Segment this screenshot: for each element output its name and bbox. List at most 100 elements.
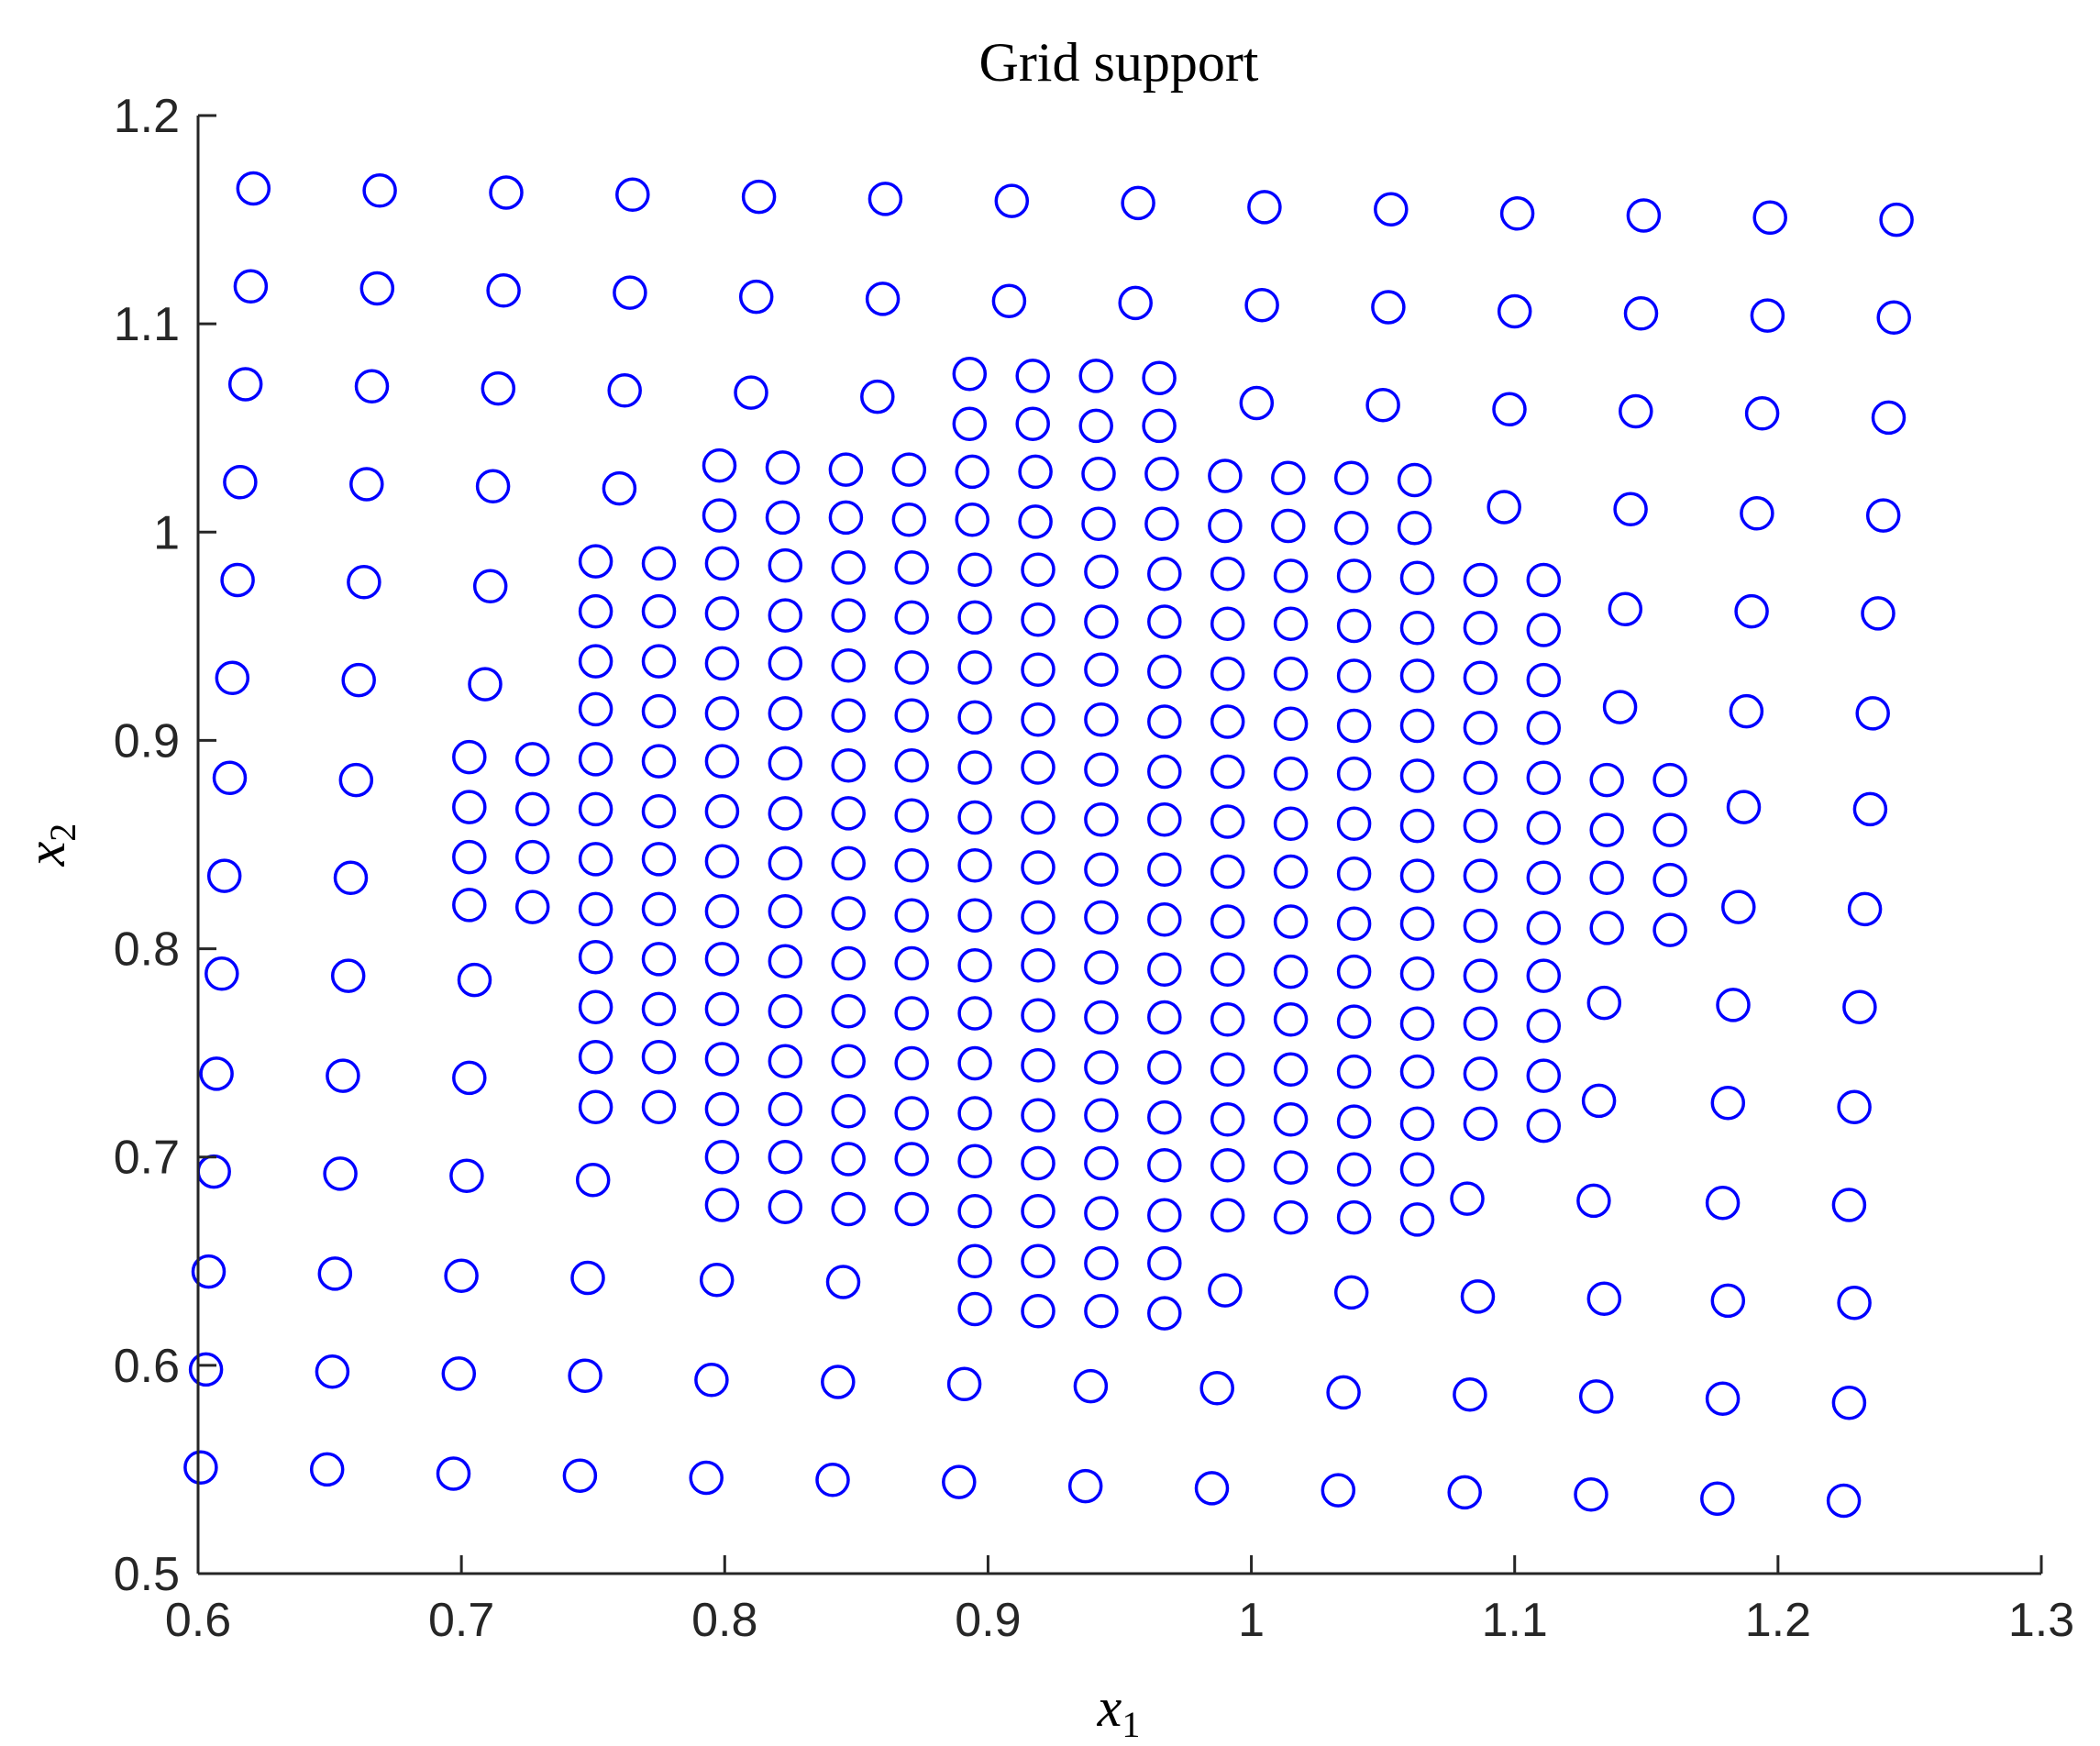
data-point <box>1336 608 1372 644</box>
data-point <box>765 450 801 485</box>
data-point <box>1273 1150 1309 1185</box>
data-point <box>1147 1245 1182 1281</box>
data-point <box>233 269 269 304</box>
y-axis-label: x2 <box>16 823 83 867</box>
data-point <box>1273 606 1309 641</box>
data-point <box>831 796 866 831</box>
data-point <box>894 650 929 685</box>
data-point <box>865 282 901 316</box>
data-point <box>1021 552 1056 587</box>
data-point <box>1399 611 1435 646</box>
data-point <box>1879 202 1914 238</box>
data-point <box>704 844 740 879</box>
data-point <box>578 989 613 1024</box>
data-point <box>1210 1148 1245 1183</box>
data-point <box>468 667 503 702</box>
data-point <box>1273 1102 1309 1137</box>
data-point <box>1608 591 1643 627</box>
data-point <box>1273 656 1309 691</box>
scatter-markers <box>183 171 1914 1519</box>
data-point <box>894 550 929 585</box>
data-point <box>894 1142 929 1177</box>
data-point <box>1526 1008 1562 1044</box>
data-point <box>206 858 242 893</box>
y-tick-label: 0.9 <box>114 714 180 768</box>
data-point <box>1460 1279 1496 1314</box>
data-point <box>1499 196 1535 231</box>
data-point <box>215 660 250 696</box>
data-point <box>1487 490 1521 525</box>
data-point <box>689 1460 724 1496</box>
x-tick-label: 1 <box>1238 1594 1265 1647</box>
data-point <box>1084 801 1119 837</box>
data-point <box>1526 958 1562 993</box>
data-point <box>1450 1181 1485 1216</box>
x-tick-label: 1.2 <box>1745 1594 1811 1647</box>
data-point <box>1084 950 1119 985</box>
data-point <box>699 1262 735 1298</box>
data-point <box>1210 1102 1245 1137</box>
data-point <box>1333 460 1369 495</box>
data-point <box>570 1260 605 1296</box>
data-point <box>1336 708 1372 744</box>
data-point <box>578 791 613 827</box>
data-point <box>1147 704 1182 739</box>
data-point <box>1333 1275 1369 1310</box>
data-point <box>1374 192 1409 227</box>
data-point <box>1147 654 1182 690</box>
data-point <box>831 698 866 733</box>
y-tick-label: 1.2 <box>114 90 180 143</box>
data-point <box>831 845 866 881</box>
data-point <box>768 646 803 681</box>
data-point <box>1526 1108 1562 1144</box>
data-point <box>734 375 768 410</box>
data-point <box>1147 604 1182 639</box>
data-point <box>768 845 803 881</box>
data-point <box>1726 790 1762 824</box>
x-axis-label-sub: 1 <box>1122 1704 1140 1745</box>
data-point <box>578 691 613 727</box>
data-point <box>768 893 803 929</box>
data-point <box>1652 912 1687 947</box>
data-point <box>1336 1054 1372 1089</box>
data-point <box>1273 854 1309 890</box>
data-point <box>1399 906 1435 942</box>
data-point <box>1210 854 1245 890</box>
data-point <box>1210 704 1245 739</box>
data-point <box>349 467 384 502</box>
data-point <box>957 1291 992 1327</box>
data-point <box>704 1139 740 1175</box>
data-point <box>768 796 803 831</box>
x-tick-label: 0.6 <box>165 1594 231 1647</box>
data-point <box>1271 460 1306 495</box>
data-point <box>1210 904 1245 939</box>
data-point <box>831 1044 866 1078</box>
data-point <box>338 762 374 798</box>
data-point <box>1021 998 1056 1033</box>
data-point <box>1084 1294 1119 1329</box>
y-tick-label: 0.5 <box>114 1548 180 1601</box>
data-point <box>1210 1052 1245 1088</box>
data-point <box>1371 290 1406 325</box>
data-point <box>1078 408 1113 444</box>
data-point <box>831 1093 866 1129</box>
data-point <box>768 1139 803 1175</box>
data-point <box>1021 750 1056 785</box>
data-point <box>894 945 929 981</box>
data-point <box>831 945 866 981</box>
data-point <box>957 1194 992 1229</box>
data-point <box>436 1456 471 1491</box>
data-point <box>704 596 740 631</box>
chart-title: Grid support <box>979 32 1259 93</box>
data-point <box>828 500 864 536</box>
data-point <box>957 700 992 735</box>
data-point <box>828 452 864 487</box>
data-point <box>894 798 929 833</box>
data-point <box>1073 1368 1109 1404</box>
data-point <box>223 465 258 500</box>
data-point <box>768 598 803 633</box>
data-point <box>1716 988 1751 1022</box>
data-point <box>704 546 740 581</box>
data-point <box>815 1463 850 1497</box>
